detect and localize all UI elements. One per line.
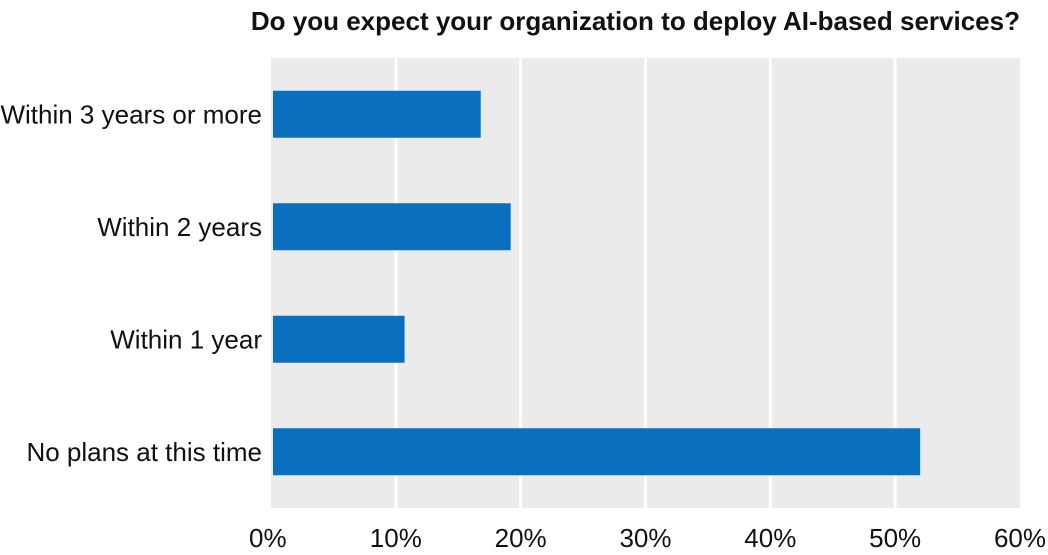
chart-title: Do you expect your organization to deplo… — [251, 6, 1020, 36]
category-label: Within 2 years — [97, 212, 262, 242]
bar-0 — [273, 90, 481, 138]
bars — [273, 90, 921, 476]
x-tick-label: 60% — [994, 523, 1046, 553]
bar-3 — [273, 428, 921, 476]
x-tick-label: 50% — [869, 523, 921, 553]
bar-1 — [273, 203, 511, 251]
bar-2 — [273, 315, 405, 363]
category-labels: Within 3 years or more Within 2 years With… — [0, 99, 262, 467]
x-tick-label: 40% — [744, 523, 796, 553]
x-tick-label: 10% — [370, 523, 422, 553]
category-label: Within 3 years or more — [0, 99, 262, 129]
x-tick-label: 30% — [619, 523, 671, 553]
category-label: No plans at this time — [26, 437, 262, 467]
x-tick-labels: 0% 10% 20% 30% 40% 50% 60% — [249, 523, 1046, 553]
category-label: Within 1 year — [110, 324, 262, 354]
x-tick-label: 0% — [249, 523, 287, 553]
x-tick-label: 20% — [495, 523, 547, 553]
